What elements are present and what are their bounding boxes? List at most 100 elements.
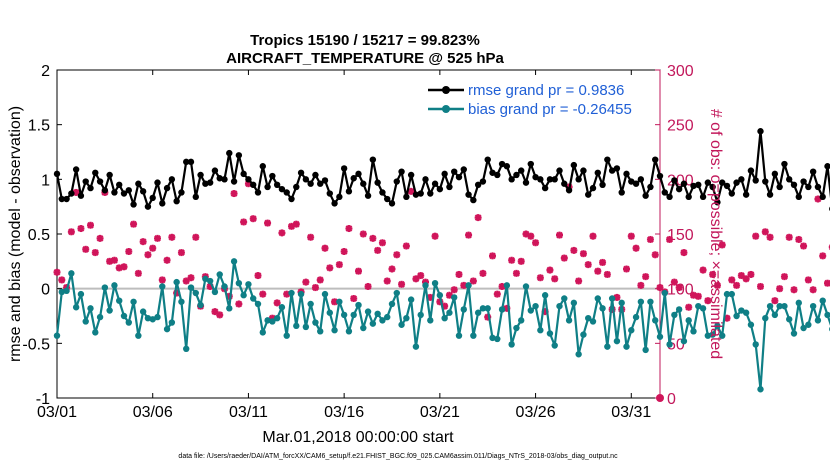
bias-point bbox=[465, 282, 472, 289]
rmse-point bbox=[264, 183, 271, 191]
bias-point bbox=[360, 324, 367, 332]
rmse-point bbox=[594, 169, 601, 176]
bias-point bbox=[345, 328, 353, 335]
rmse-point bbox=[604, 156, 611, 163]
bias-point bbox=[589, 318, 597, 325]
bias-point bbox=[130, 298, 137, 305]
obs-count-marker bbox=[517, 257, 525, 265]
bias-point bbox=[63, 287, 70, 295]
rmse-point bbox=[92, 169, 99, 176]
bias-point bbox=[786, 316, 793, 323]
bias-point bbox=[388, 300, 396, 308]
obs-count-marker bbox=[776, 285, 784, 293]
bias-point bbox=[580, 331, 587, 338]
bias-point bbox=[484, 305, 491, 312]
rmse-point bbox=[321, 177, 329, 184]
y-tick-label-right: 0 bbox=[667, 391, 676, 408]
bias-point bbox=[178, 298, 185, 305]
rmse-point bbox=[116, 181, 123, 188]
rmse-point bbox=[656, 172, 664, 180]
obs-count-marker bbox=[292, 220, 300, 228]
rmse-point bbox=[786, 176, 793, 183]
rmse-point bbox=[216, 175, 223, 182]
obs-count-marker bbox=[139, 238, 147, 246]
rmse-point bbox=[575, 176, 582, 183]
obs-count-marker bbox=[551, 275, 559, 283]
obs-count-marker bbox=[359, 230, 367, 238]
bias-point bbox=[575, 351, 582, 358]
bias-point bbox=[757, 386, 764, 393]
rmse-point bbox=[369, 156, 377, 163]
bias-point bbox=[637, 298, 645, 305]
bias-point bbox=[206, 277, 214, 285]
bias-point bbox=[532, 302, 539, 310]
obs-count-marker bbox=[465, 231, 473, 239]
obs-count-marker bbox=[53, 268, 61, 276]
obs-count-marker bbox=[766, 233, 774, 241]
rmse-point bbox=[412, 191, 420, 198]
rmse-point bbox=[757, 128, 764, 135]
bias-point bbox=[675, 306, 683, 313]
rmse-point bbox=[733, 179, 740, 186]
rmse-point bbox=[699, 193, 707, 201]
bias-point bbox=[474, 309, 482, 316]
obs-count-marker bbox=[584, 261, 592, 269]
obs-count-marker bbox=[594, 267, 602, 275]
bias-point bbox=[259, 329, 266, 336]
rmse-point bbox=[384, 195, 391, 203]
bias-point bbox=[513, 324, 520, 332]
rmse-point bbox=[790, 181, 798, 188]
bias-point bbox=[656, 333, 664, 340]
bias-point bbox=[412, 343, 420, 350]
obs-count-marker bbox=[249, 215, 257, 223]
rmse-point bbox=[120, 190, 128, 197]
rmse-point bbox=[494, 171, 501, 179]
obs-count-marker bbox=[704, 297, 712, 305]
rmse-point bbox=[637, 176, 645, 183]
right-axis: 050100150200250300 bbox=[655, 63, 694, 408]
rmse-point bbox=[72, 166, 80, 173]
rmse-point bbox=[427, 190, 434, 197]
bias-point bbox=[398, 321, 405, 328]
y-tick-label-left: 2 bbox=[41, 63, 50, 80]
bias-point bbox=[417, 311, 424, 319]
obs-count-marker bbox=[340, 247, 348, 255]
rmse-point bbox=[96, 178, 104, 185]
legend-rmse-label: rmse grand pr = 0.9836 bbox=[468, 82, 624, 99]
obs-count-marker bbox=[599, 258, 607, 266]
obs-count-marker bbox=[785, 233, 793, 241]
rmse-line bbox=[55, 130, 830, 208]
rmse-point bbox=[484, 156, 491, 163]
obs-count-marker bbox=[757, 282, 764, 290]
obs-count-marker bbox=[149, 244, 157, 252]
bias-point bbox=[680, 337, 688, 345]
rmse-point bbox=[417, 190, 424, 197]
rmse-point bbox=[652, 156, 659, 163]
bias-point bbox=[733, 312, 740, 320]
y-tick-label-left: 1 bbox=[41, 172, 50, 189]
rmse-point bbox=[561, 180, 568, 187]
obs-count-marker bbox=[431, 232, 439, 240]
obs-count-marker bbox=[809, 286, 817, 294]
bias-point bbox=[446, 309, 453, 316]
bias-point bbox=[652, 317, 659, 324]
obs-count-marker bbox=[623, 265, 630, 273]
rmse-point bbox=[518, 167, 525, 174]
rmse-point bbox=[379, 189, 386, 196]
bias-point bbox=[522, 283, 530, 290]
obs-count-marker bbox=[163, 256, 171, 264]
obs-count-marker bbox=[393, 251, 401, 259]
bias-point bbox=[498, 306, 506, 313]
obs-count-marker bbox=[742, 275, 750, 283]
bias-point bbox=[704, 332, 712, 339]
rmse-point bbox=[599, 181, 606, 188]
rmse-point bbox=[762, 178, 769, 185]
x-tick-label: 03/26 bbox=[516, 404, 556, 421]
bias-point bbox=[455, 332, 463, 339]
rmse-point bbox=[360, 180, 367, 187]
bias-point bbox=[106, 307, 113, 314]
obs-count-marker bbox=[450, 286, 458, 294]
rmse-point bbox=[340, 165, 348, 172]
bias-point bbox=[125, 319, 132, 326]
obs-count-marker bbox=[369, 234, 377, 242]
